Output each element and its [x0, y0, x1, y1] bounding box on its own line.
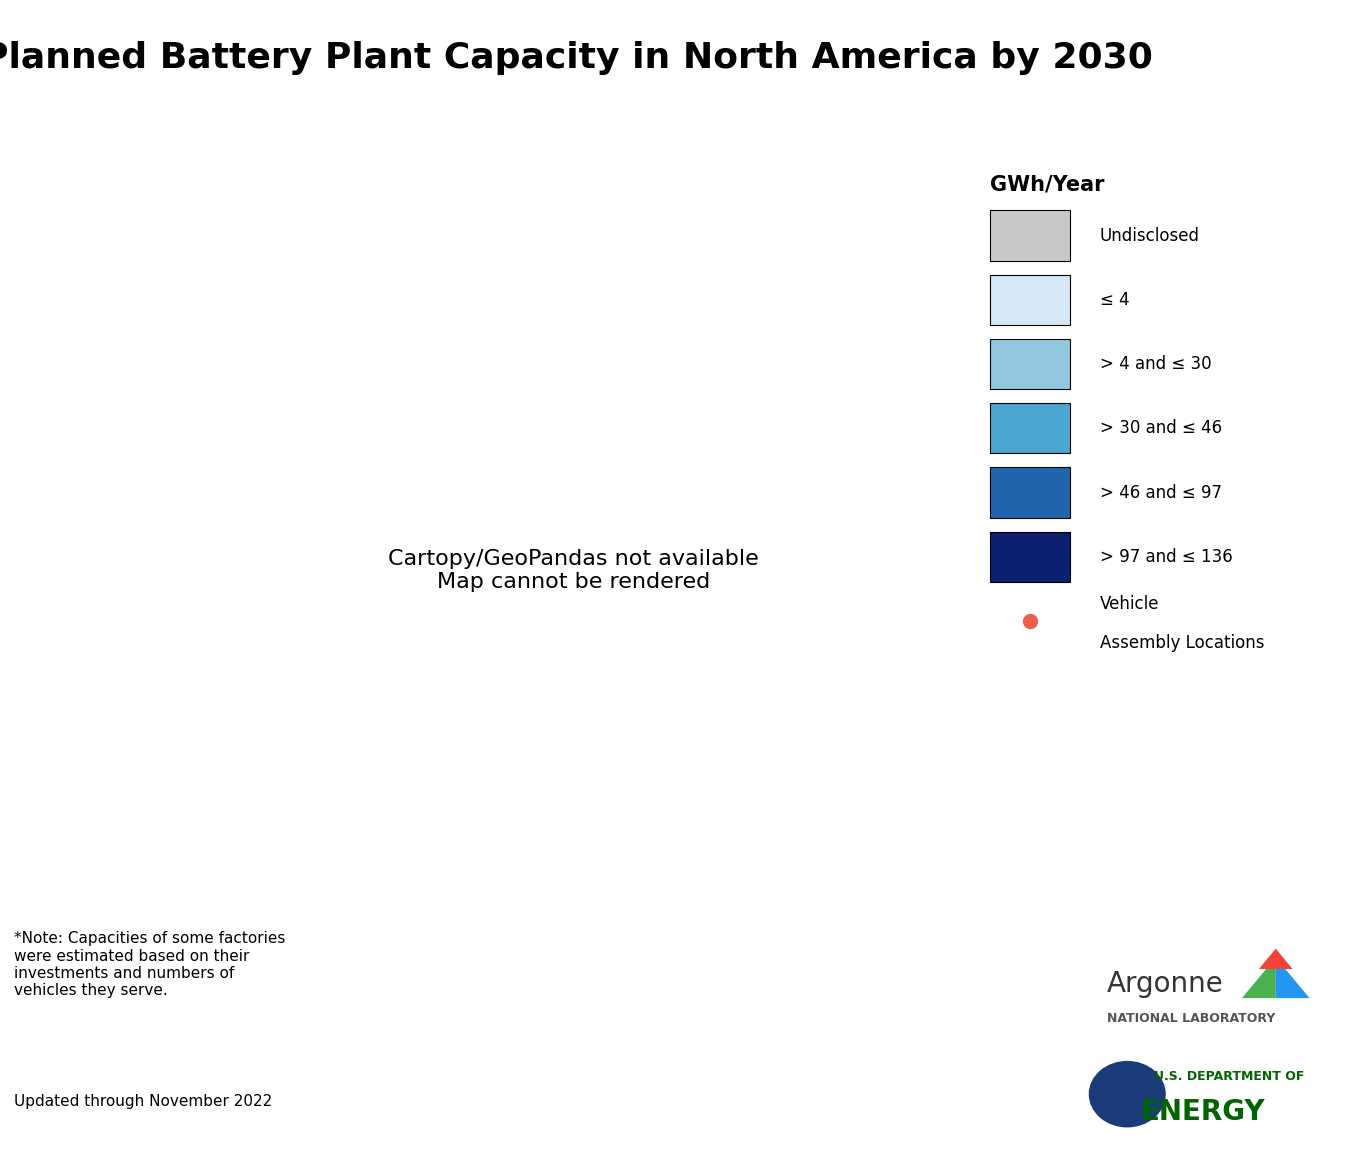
Text: Updated through November 2022: Updated through November 2022: [14, 1094, 271, 1109]
Text: Argonne: Argonne: [1107, 970, 1223, 998]
Text: *Note: Capacities of some factories
were estimated based on their
investments an: *Note: Capacities of some factories were…: [14, 931, 285, 999]
Text: Undisclosed: Undisclosed: [1099, 227, 1200, 244]
Text: > 30 and ≤ 46: > 30 and ≤ 46: [1099, 419, 1222, 438]
FancyBboxPatch shape: [990, 403, 1071, 454]
FancyBboxPatch shape: [990, 275, 1071, 325]
Text: > 97 and ≤ 136: > 97 and ≤ 136: [1099, 548, 1233, 566]
Text: Cartopy/GeoPandas not available
Map cannot be rendered: Cartopy/GeoPandas not available Map cann…: [389, 548, 759, 592]
Text: NATIONAL LABORATORY: NATIONAL LABORATORY: [1107, 1012, 1276, 1025]
FancyBboxPatch shape: [990, 211, 1071, 261]
Text: GWh/Year: GWh/Year: [990, 175, 1104, 194]
Text: U.S. DEPARTMENT OF: U.S. DEPARTMENT OF: [1154, 1070, 1304, 1084]
Text: Vehicle: Vehicle: [1099, 595, 1160, 613]
Text: Planned Battery Plant Capacity in North America by 2030: Planned Battery Plant Capacity in North …: [0, 41, 1153, 74]
Text: Assembly Locations: Assembly Locations: [1099, 634, 1264, 653]
FancyBboxPatch shape: [990, 339, 1071, 389]
Text: ≤ 4: ≤ 4: [1099, 291, 1129, 308]
Text: > 46 and ≤ 97: > 46 and ≤ 97: [1099, 483, 1222, 502]
Text: ENERGY: ENERGY: [1141, 1098, 1265, 1126]
FancyBboxPatch shape: [990, 468, 1071, 518]
Text: > 4 and ≤ 30: > 4 and ≤ 30: [1099, 355, 1211, 374]
FancyBboxPatch shape: [990, 532, 1071, 582]
